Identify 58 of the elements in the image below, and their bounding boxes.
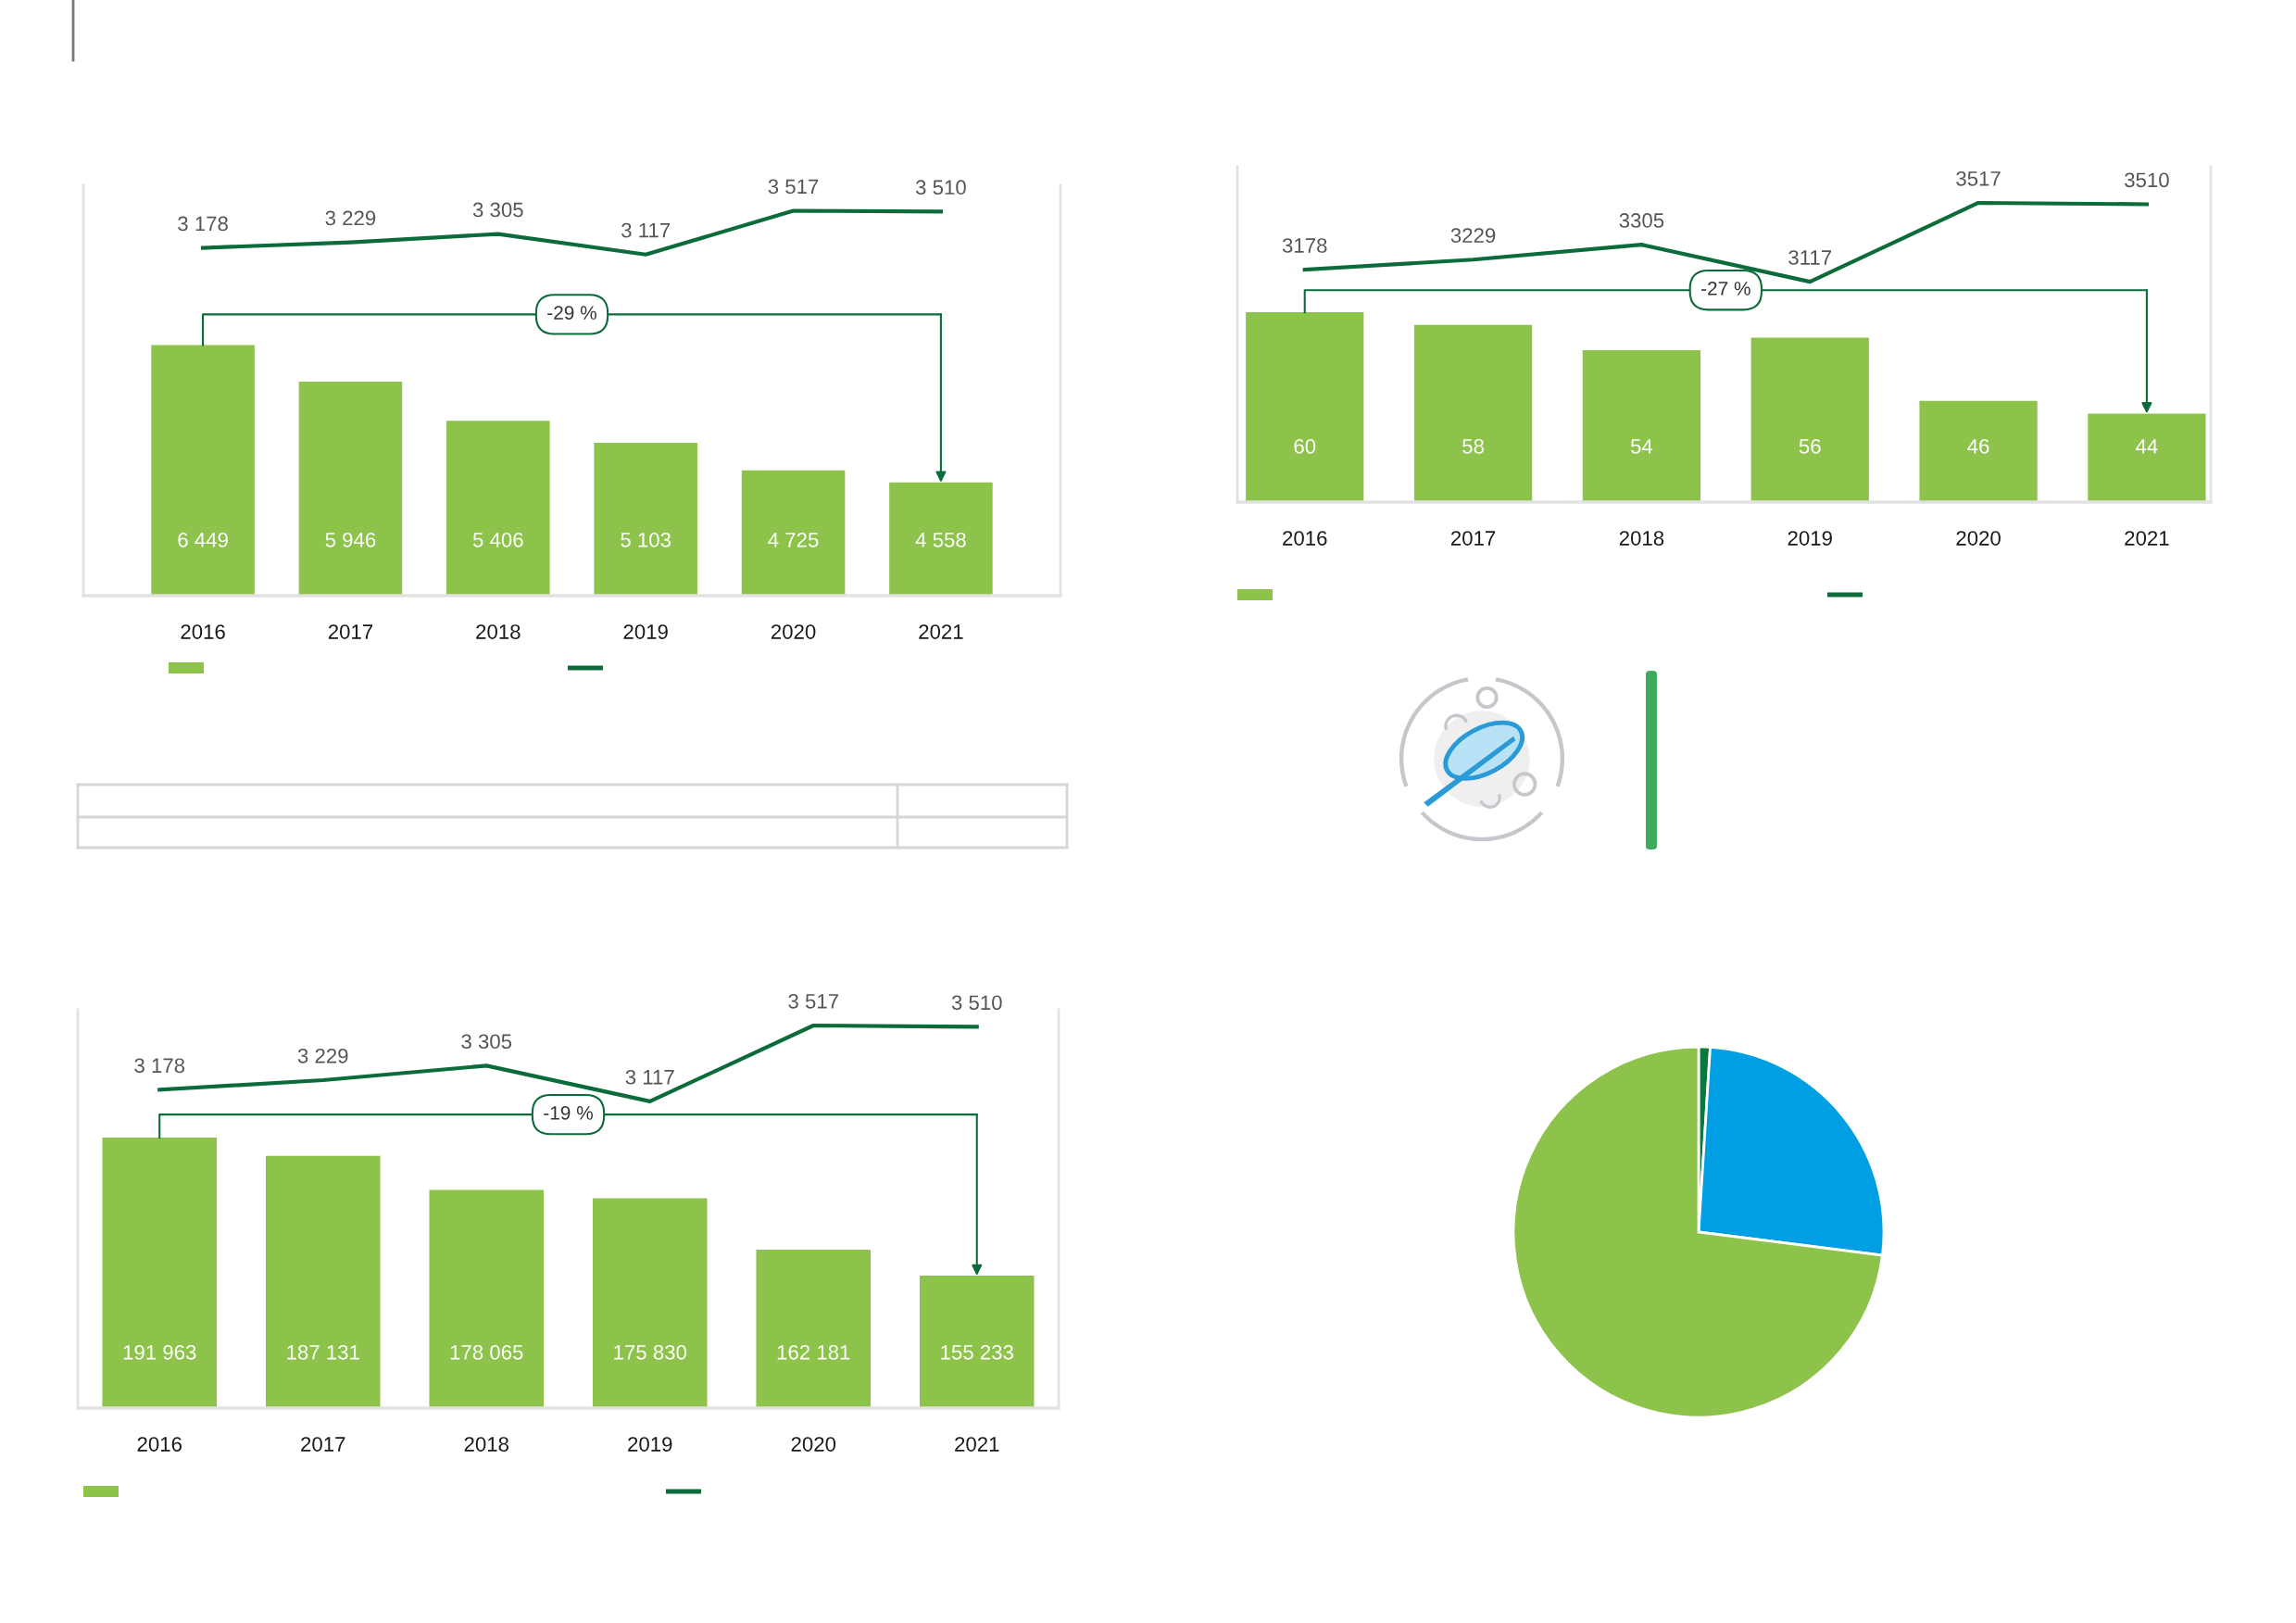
data-label: 56: [1799, 438, 1821, 454]
x-tick-label: 2016: [1283, 531, 1327, 546]
data-label: 3 517: [788, 993, 838, 1009]
data-label: 3 510: [951, 995, 1002, 1011]
data-label: 3517: [1956, 170, 2001, 186]
x-tick-label: 2021: [919, 624, 963, 639]
x-tick-label: 2020: [771, 624, 816, 639]
data-label: 3 178: [134, 1058, 185, 1074]
data-label: 3 229: [297, 1048, 348, 1063]
x-tick-label: 2017: [301, 1437, 345, 1452]
data-label: 155 233: [941, 1344, 1013, 1360]
data-label: 3 510: [915, 180, 966, 195]
data-label: 4 725: [768, 532, 819, 547]
data-label: 54: [1630, 439, 1653, 454]
x-tick-label: 2018: [1619, 531, 1664, 546]
data-label: 178 065: [450, 1344, 523, 1360]
data-label: 46: [1967, 438, 1989, 454]
data-label: 5 103: [621, 532, 671, 547]
x-tick-label: 2016: [181, 624, 225, 639]
data-label: 3 305: [472, 202, 523, 218]
data-label: 3510: [2125, 172, 2169, 188]
data-label: 3 178: [178, 216, 228, 232]
x-tick-label: 2019: [1788, 531, 1832, 546]
data-label: 162 181: [777, 1344, 850, 1360]
data-label: 4 558: [915, 532, 966, 547]
data-label: 191 963: [123, 1344, 196, 1360]
data-label: 58: [1462, 438, 1484, 454]
x-tick-label: 2021: [2125, 531, 2169, 546]
x-tick-label: 2021: [955, 1437, 999, 1452]
annotation: -29 %: [547, 306, 596, 320]
data-label: 3178: [1282, 238, 1327, 253]
pie-slice: [1512, 1045, 1884, 1419]
x-tick-label: 2018: [464, 1437, 508, 1452]
data-label: 5 946: [325, 532, 376, 547]
x-tick-label: 2017: [1450, 531, 1496, 546]
annotation: -27 %: [1701, 282, 1750, 296]
data-label: 3 305: [461, 1034, 512, 1050]
data-label: 3 117: [621, 222, 671, 238]
data-label: 6 449: [178, 532, 228, 547]
x-tick-label: 2018: [476, 624, 521, 639]
data-label: 5 406: [472, 532, 523, 547]
x-tick-label: 2020: [1956, 531, 2001, 546]
data-label: 3229: [1450, 228, 1496, 244]
x-tick-label: 2017: [328, 624, 373, 639]
data-label: 3 517: [768, 179, 819, 195]
x-tick-label: 2019: [623, 624, 668, 639]
x-tick-label: 2016: [137, 1437, 182, 1452]
data-label: 3 117: [625, 1069, 674, 1085]
data-label: 60: [1294, 438, 1316, 454]
annotation: -19 %: [544, 1105, 593, 1120]
data-label: 3305: [1619, 213, 1664, 228]
x-tick-label: 2020: [791, 1437, 836, 1452]
data-label: 44: [2136, 439, 2158, 454]
x-tick-label: 2019: [628, 1437, 672, 1452]
data-label: 187 131: [287, 1344, 359, 1360]
data-label: 3 229: [325, 210, 376, 226]
data-label: 175 830: [614, 1344, 687, 1360]
data-label: 3117: [1788, 250, 1832, 265]
